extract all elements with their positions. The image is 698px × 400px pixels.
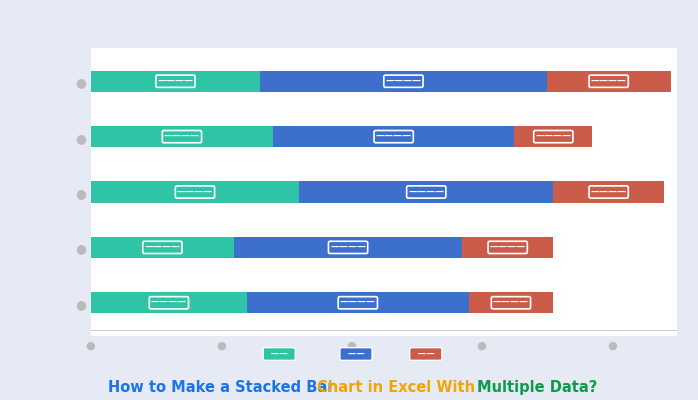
Bar [273,126,514,147]
Text: Multiple Data?: Multiple Data? [477,380,597,395]
Text: ————: ———— [591,77,627,86]
Bar [547,71,671,92]
Text: ————: ———— [144,243,180,252]
Text: ————: ———— [330,243,366,252]
Text: ————: ———— [177,188,213,196]
Text: ————: ———— [535,132,571,141]
Text: ————: ———— [408,188,444,196]
Bar [247,292,468,313]
Text: ——: —— [412,350,440,358]
Text: ——: —— [265,350,293,358]
Text: ————: ———— [164,132,200,141]
Bar [91,126,273,147]
Text: ————: ———— [493,298,529,307]
Text: Chart in Excel With: Chart in Excel With [317,380,480,395]
Text: ——: —— [342,350,370,358]
Bar [554,182,664,202]
Text: ————: ———— [591,188,627,196]
Bar [91,292,247,313]
Bar [91,182,299,202]
Text: ————: ———— [376,132,412,141]
Bar [514,126,593,147]
Bar [462,237,554,258]
Text: How to Make a Stacked Bar: How to Make a Stacked Bar [108,380,340,395]
Text: ————: ———— [490,243,526,252]
Text: ————: ———— [340,298,376,307]
Text: ————: ———— [158,77,193,86]
Bar [91,71,260,92]
Bar [234,237,462,258]
Bar [91,237,234,258]
Text: ————: ———— [151,298,187,307]
Text: ————: ———— [385,77,422,86]
Bar [260,71,547,92]
Bar [468,292,554,313]
Bar [299,182,554,202]
